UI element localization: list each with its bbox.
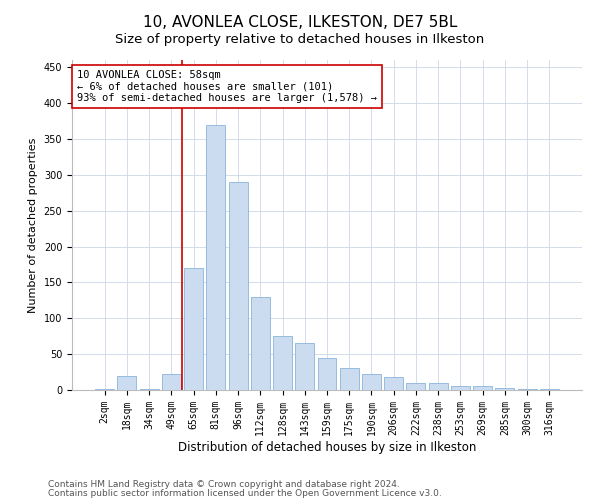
Bar xyxy=(429,383,448,390)
Bar xyxy=(496,388,514,390)
Bar xyxy=(406,383,425,390)
Bar xyxy=(229,182,248,390)
Bar xyxy=(184,268,203,390)
Y-axis label: Number of detached properties: Number of detached properties xyxy=(28,138,38,312)
Text: 10 AVONLEA CLOSE: 58sqm
← 6% of detached houses are smaller (101)
93% of semi-de: 10 AVONLEA CLOSE: 58sqm ← 6% of detached… xyxy=(77,70,377,103)
Bar xyxy=(518,388,536,390)
Bar xyxy=(140,388,158,390)
Text: Size of property relative to detached houses in Ilkeston: Size of property relative to detached ho… xyxy=(115,32,485,46)
Bar xyxy=(273,336,292,390)
Bar xyxy=(295,344,314,390)
Bar xyxy=(162,374,181,390)
Bar xyxy=(384,377,403,390)
Bar xyxy=(317,358,337,390)
Text: 10, AVONLEA CLOSE, ILKESTON, DE7 5BL: 10, AVONLEA CLOSE, ILKESTON, DE7 5BL xyxy=(143,15,457,30)
Bar xyxy=(451,386,470,390)
Bar xyxy=(340,368,359,390)
Bar xyxy=(473,386,492,390)
Bar xyxy=(362,374,381,390)
Bar xyxy=(251,296,270,390)
X-axis label: Distribution of detached houses by size in Ilkeston: Distribution of detached houses by size … xyxy=(178,440,476,454)
Bar xyxy=(118,376,136,390)
Bar xyxy=(206,124,225,390)
Text: Contains HM Land Registry data © Crown copyright and database right 2024.: Contains HM Land Registry data © Crown c… xyxy=(48,480,400,489)
Text: Contains public sector information licensed under the Open Government Licence v3: Contains public sector information licen… xyxy=(48,488,442,498)
